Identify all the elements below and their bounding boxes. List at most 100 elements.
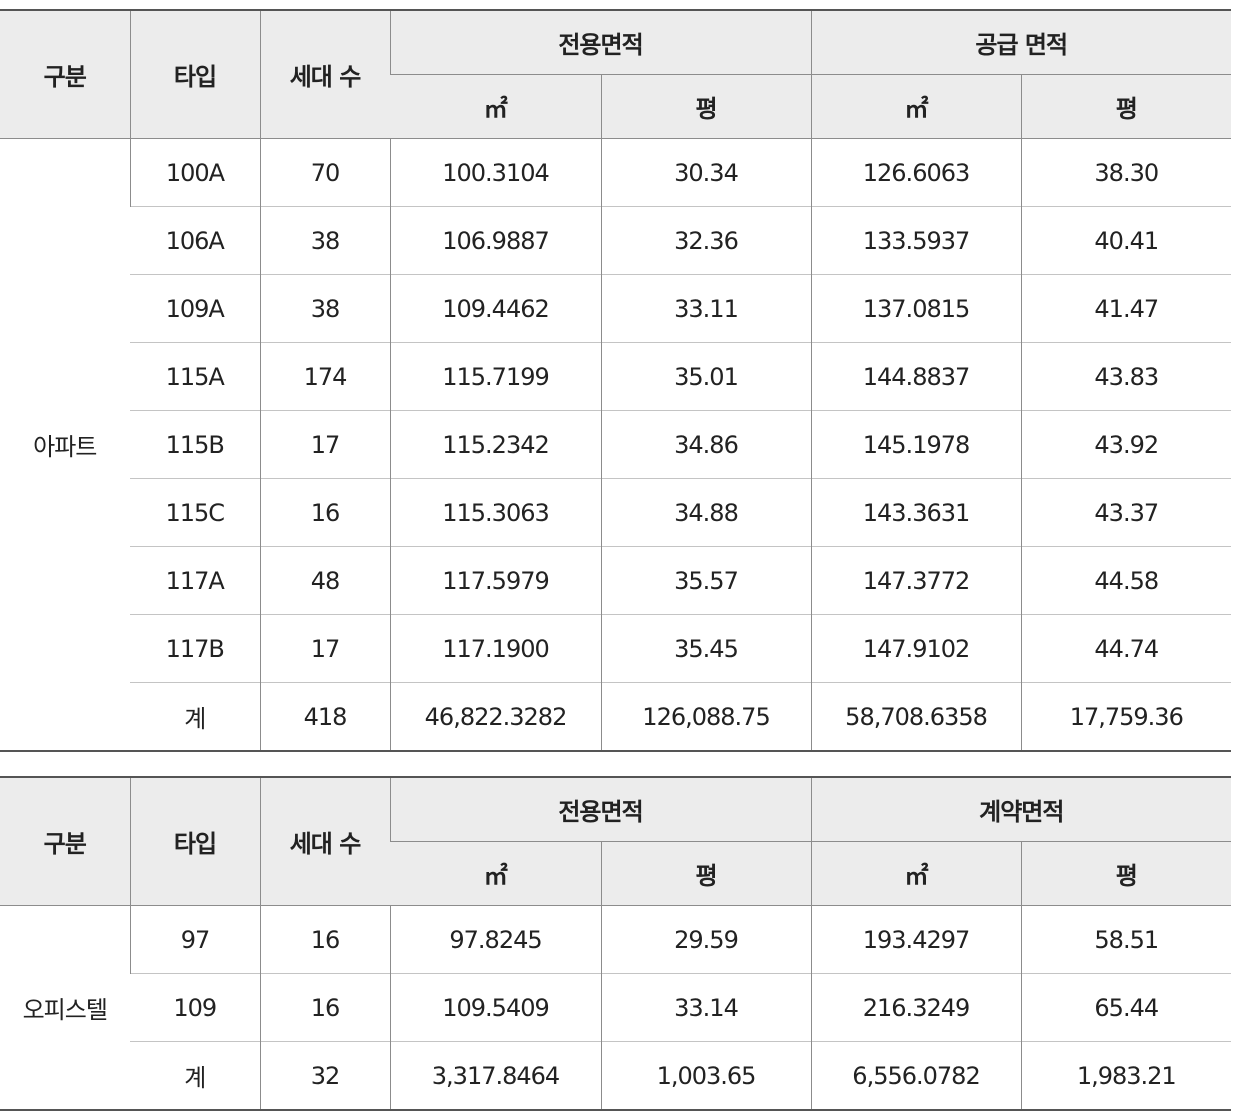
category-cell: 아파트: [0, 138, 130, 752]
table-cell: 109.5409: [389, 973, 601, 1042]
header-type: 타입: [129, 776, 260, 906]
table-cell: 34.88: [600, 478, 812, 547]
header-households: 세대 수: [259, 9, 390, 139]
table-cell: 46,822.3282: [389, 682, 601, 752]
table-cell: 1,003.65: [600, 1041, 812, 1111]
table-cell: 115A: [130, 342, 260, 411]
table-cell: 32: [259, 1041, 390, 1111]
table-row: 106A 38 106.9887 32.36 133.5937 40.41: [0, 206, 1232, 275]
table-cell: 109: [130, 973, 260, 1042]
table-cell: 35.57: [600, 546, 812, 615]
header-contract-area: 계약면적: [810, 776, 1232, 842]
table-row: 115C 16 115.3063 34.88 143.3631 43.37: [0, 478, 1232, 547]
header-unit-m2: ㎡: [810, 841, 1022, 906]
table-cell: 418: [259, 682, 390, 752]
header-unit-m2: ㎡: [810, 74, 1022, 139]
header-unit-m2: ㎡: [390, 841, 601, 906]
table-cell: 117.1900: [389, 614, 601, 683]
table-cell: 16: [259, 973, 390, 1042]
table-cell: 115.7199: [389, 342, 601, 411]
table-row: 오피스텔 97 16 97.8245 29.59 193.4297 58.51: [0, 905, 1232, 1111]
table-cell: 17: [259, 614, 390, 683]
table-row: 117A 48 117.5979 35.57 147.3772 44.58: [0, 546, 1232, 615]
table-cell: 106.9887: [389, 206, 601, 275]
table-cell: 43.37: [1020, 478, 1232, 547]
table-cell: 216.3249: [810, 973, 1022, 1042]
table-cell: 109.4462: [389, 274, 601, 343]
table-cell: 117A: [130, 546, 260, 615]
table-cell: 115B: [130, 410, 260, 479]
table-row: 115B 17 115.2342 34.86 145.1978 43.92: [0, 410, 1232, 479]
table-cell: 174: [259, 342, 390, 411]
header-unit-pyeong: 평: [1020, 841, 1232, 906]
table-cell: 100.3104: [389, 138, 601, 207]
table-cell: 34.86: [600, 410, 812, 479]
table-cell: 44.58: [1020, 546, 1232, 615]
table-cell: 126.6063: [810, 138, 1022, 207]
category-cell: 오피스텔: [0, 905, 130, 1111]
table-cell: 계: [130, 682, 260, 752]
table-cell: 38: [259, 274, 390, 343]
table-cell: 109A: [130, 274, 260, 343]
table-cell: 145.1978: [810, 410, 1022, 479]
header-category: 구분: [0, 9, 130, 139]
table-cell: 70: [259, 138, 390, 207]
table-cell: 133.5937: [810, 206, 1022, 275]
table-row: 계 418 46,822.3282 126,088.75 58,708.6358 17,7…: [0, 682, 1232, 752]
table-cell: 계: [130, 1041, 260, 1111]
table-cell: 137.0815: [810, 274, 1022, 343]
table-row: 아파트 100A 70 100.3104 30.34 126.6063 38.30: [0, 138, 1232, 752]
table-cell: 35.01: [600, 342, 812, 411]
table-cell: 6,556.0782: [810, 1041, 1022, 1111]
table-cell: 33.11: [600, 274, 812, 343]
table-cell: 17: [259, 410, 390, 479]
table-row: 115A 174 115.7199 35.01 144.8837 43.83: [0, 342, 1232, 411]
table-cell: 3,317.8464: [389, 1041, 601, 1111]
officetel-area-table: 구분 타입 세대 수 전용면적 계약면적 ㎡ 평 ㎡ 평 오피스텔 97 16 97.…: [0, 776, 1232, 1111]
table-cell: 43.83: [1020, 342, 1232, 411]
table-cell: 117.5979: [389, 546, 601, 615]
table-cell: 144.8837: [810, 342, 1022, 411]
table-cell: 115.2342: [389, 410, 601, 479]
header-category: 구분: [0, 776, 130, 906]
header-supply-area: 공급 면적: [810, 9, 1232, 75]
table-cell: 41.47: [1020, 274, 1232, 343]
table-row: 계 32 3,317.8464 1,003.65 6,556.0782 1,983.21: [0, 1041, 1232, 1111]
header-unit-pyeong: 평: [600, 74, 812, 139]
table-cell: 1,983.21: [1020, 1041, 1232, 1111]
table-cell: 115.3063: [389, 478, 601, 547]
table-header: 구분 타입 세대 수 전용면적 공급 면적 ㎡ 평 ㎡ 평: [0, 9, 1232, 139]
table-cell: 33.14: [600, 973, 812, 1042]
table-cell: 143.3631: [810, 478, 1022, 547]
table-cell: 97: [129, 905, 260, 974]
header-unit-m2: ㎡: [390, 74, 601, 139]
table-cell: 147.9102: [810, 614, 1022, 683]
table-cell: 126,088.75: [600, 682, 812, 752]
header-exclusive-area: 전용면적: [389, 9, 812, 75]
table-cell: 117B: [130, 614, 260, 683]
apartment-area-table: 구분 타입 세대 수 전용면적 공급 면적 ㎡ 평 ㎡ 평 아파트 100A 70 1…: [0, 9, 1232, 752]
header-households: 세대 수: [259, 776, 390, 906]
table-body: 오피스텔 97 16 97.8245 29.59 193.4297 58.51 109 16 10…: [0, 905, 1232, 1111]
table-cell: 115C: [130, 478, 260, 547]
header-exclusive-area: 전용면적: [389, 776, 812, 842]
table-cell: 58.51: [1020, 905, 1232, 974]
table-cell: 29.59: [600, 905, 812, 974]
table-row: 117B 17 117.1900 35.45 147.9102 44.74: [0, 614, 1232, 683]
table-cell: 65.44: [1020, 973, 1232, 1042]
table-row: 109A 38 109.4462 33.11 137.0815 41.47: [0, 274, 1232, 343]
table-cell: 58,708.6358: [810, 682, 1022, 752]
table-cell: 43.92: [1020, 410, 1232, 479]
header-unit-pyeong: 평: [1020, 74, 1232, 139]
table-cell: 16: [259, 905, 390, 974]
table-body: 아파트 100A 70 100.3104 30.34 126.6063 38.30 106A 3…: [0, 138, 1232, 752]
table-cell: 40.41: [1020, 206, 1232, 275]
table-cell: 16: [259, 478, 390, 547]
table-cell: 48: [259, 546, 390, 615]
table-cell: 193.4297: [810, 905, 1022, 974]
table-cell: 38: [259, 206, 390, 275]
table-cell: 100A: [129, 138, 260, 207]
table-row: 109 16 109.5409 33.14 216.3249 65.44: [0, 973, 1232, 1042]
table-cell: 106A: [130, 206, 260, 275]
table-cell: 32.36: [600, 206, 812, 275]
